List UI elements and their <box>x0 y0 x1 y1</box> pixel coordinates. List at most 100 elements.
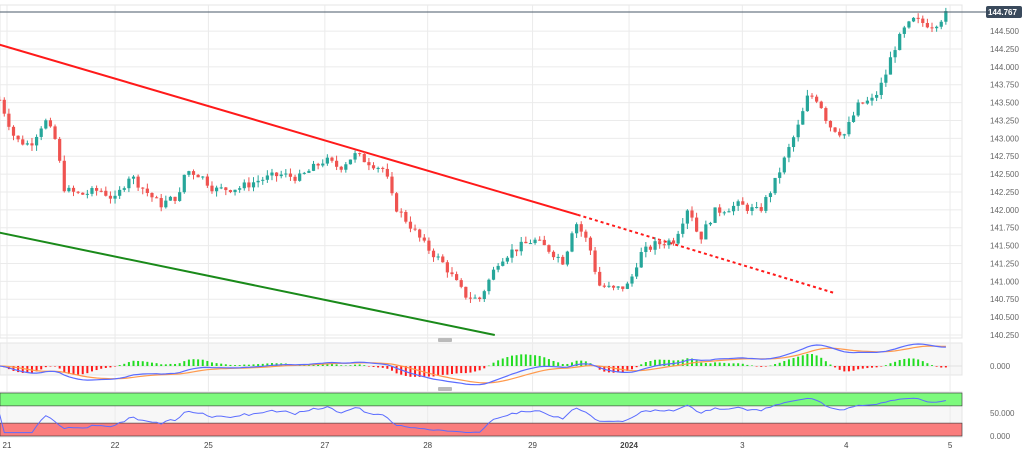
macd-histogram-bar <box>192 359 195 366</box>
macd-histogram-bar <box>778 362 781 366</box>
candle-body <box>468 297 473 299</box>
y-tick-label: 140.750 <box>990 295 1019 304</box>
candle-body <box>344 164 348 170</box>
macd-histogram-bar <box>714 362 717 366</box>
time-axis: 21 22 25 27 28 29 2024 3 4 5 <box>3 441 953 450</box>
candle-body <box>136 176 140 188</box>
candle-body <box>538 239 542 241</box>
macd-histogram-bar <box>197 359 200 366</box>
macd-histogram-bar <box>529 354 532 366</box>
macd-histogram-bar <box>871 366 874 368</box>
candle-body <box>773 177 777 194</box>
macd-histogram-bar <box>875 366 878 368</box>
x-tick-label: 28 <box>423 441 432 450</box>
y-tick-label: 142.500 <box>990 170 1019 179</box>
candle-body <box>501 261 505 266</box>
candle-body <box>727 211 731 213</box>
macd-histogram-bar <box>100 366 103 369</box>
trend-lines <box>0 43 834 336</box>
y-tick-label: 144.500 <box>990 27 1019 36</box>
macd-histogram-bar <box>86 366 89 374</box>
macd-histogram-bar <box>700 362 703 366</box>
candle-body <box>381 167 385 169</box>
candle-body <box>482 291 486 299</box>
candle-body <box>265 175 269 180</box>
candle-body <box>847 121 851 135</box>
macd-histogram-bar <box>478 366 481 371</box>
candle-body <box>251 182 256 188</box>
candle-body <box>750 207 754 211</box>
macd-histogram-bar <box>363 365 366 366</box>
x-tick-label: 2024 <box>620 441 638 450</box>
macd-histogram-bar <box>238 365 241 366</box>
macd-histogram-bar <box>607 366 610 373</box>
y-tick-label: 143.000 <box>990 134 1019 143</box>
macd-histogram-bar <box>630 366 633 370</box>
candle-body <box>533 239 537 244</box>
candle-body <box>671 240 676 244</box>
candle-body <box>875 94 879 98</box>
price-axis: 144.500 144.250 144.000 143.750 143.500 143.2… <box>0 6 1022 340</box>
macd-histogram-bar <box>654 359 657 366</box>
candle-body <box>653 241 657 250</box>
macd-histogram-bar <box>30 366 33 373</box>
macd-histogram-bar <box>811 354 814 366</box>
macd-histogram-bar <box>72 366 75 375</box>
candle-body <box>316 163 320 166</box>
macd-histogram-bar <box>764 366 767 367</box>
macd-histogram-bar <box>160 364 163 366</box>
candle-body <box>916 17 920 19</box>
macd-histogram-bar <box>386 366 389 369</box>
candle-body <box>473 297 477 299</box>
candle-body <box>838 131 842 136</box>
candle-body <box>685 210 689 224</box>
candle-body <box>191 171 196 175</box>
candle-body <box>302 172 306 174</box>
macd-histogram-bar <box>367 366 370 367</box>
macd-histogram-bar <box>834 366 837 368</box>
macd-histogram-bar <box>150 362 153 366</box>
candle-body <box>870 97 874 101</box>
x-tick-label: 3 <box>740 441 745 450</box>
macd-histogram-bar <box>727 363 730 366</box>
panel-resize-handle[interactable] <box>438 387 452 391</box>
macd-histogram-bar <box>861 366 864 369</box>
candle-body <box>888 57 893 75</box>
candle-body <box>907 21 911 28</box>
macd-histogram-bar <box>769 365 772 367</box>
candle-body <box>833 127 837 132</box>
candle-body <box>353 153 357 160</box>
candle-body <box>925 22 929 28</box>
candle-body <box>159 198 163 208</box>
candle-body <box>122 188 126 190</box>
macd-histogram-bar <box>201 359 204 366</box>
candle-body <box>154 197 159 199</box>
candle-body <box>713 207 717 223</box>
candle-body <box>598 271 602 286</box>
macd-histogram-bar <box>792 358 795 366</box>
candle-body <box>898 33 902 51</box>
macd-histogram-bar <box>224 364 227 366</box>
macd-histogram-bar <box>640 364 643 366</box>
candle-body <box>53 126 57 139</box>
macd-histogram-bar <box>206 360 209 366</box>
macd-histogram-bar <box>732 363 735 366</box>
candle-body <box>921 18 925 23</box>
macd-histogram-bar <box>506 357 509 366</box>
macd-histogram-bar <box>354 364 357 366</box>
panel-resize-handle[interactable] <box>438 338 452 342</box>
macd-histogram-bar <box>243 364 246 366</box>
macd-histogram-bar <box>755 366 758 367</box>
y-tick-label: 140.250 <box>990 331 1019 340</box>
macd-histogram-bar <box>944 366 947 368</box>
candle-body <box>519 241 523 252</box>
macd-histogram-bar <box>917 359 920 366</box>
candle-body <box>205 176 209 186</box>
candle-body <box>376 167 380 169</box>
candle-body <box>865 100 869 104</box>
macd-histogram-bar <box>220 363 223 366</box>
macd-histogram-bar <box>483 366 486 369</box>
main-panel <box>0 4 963 339</box>
candle-body <box>524 241 528 244</box>
